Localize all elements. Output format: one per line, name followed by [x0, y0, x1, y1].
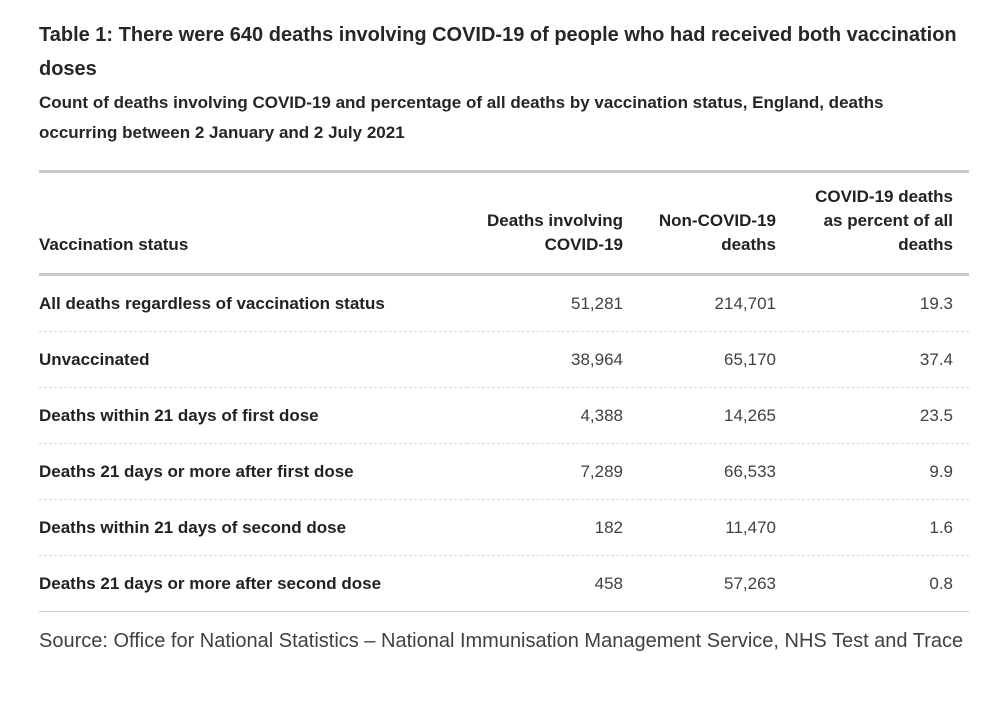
percent-value: 0.8	[792, 555, 969, 612]
row-label: Unvaccinated	[39, 331, 467, 388]
row-label: Deaths 21 days or more after second dose	[39, 555, 467, 612]
non-covid-deaths-value: 11,470	[639, 499, 792, 556]
covid-deaths-value: 4,388	[467, 387, 639, 444]
column-header-non-covid-deaths: Non-COVID-19 deaths	[639, 171, 792, 276]
column-header-covid-percent-of-all-deaths: COVID-19 deaths as percent of all deaths	[792, 171, 969, 276]
source-note: Source: Office for National Statistics –…	[39, 630, 964, 652]
table-body: All deaths regardless of vaccination sta…	[39, 274, 969, 612]
covid-deaths-value: 38,964	[467, 331, 639, 388]
row-label: Deaths within 21 days of first dose	[39, 387, 467, 444]
table-row: Deaths within 21 days of first dose 4,38…	[39, 387, 969, 444]
covid-deaths-value: 51,281	[467, 274, 639, 332]
non-covid-deaths-value: 66,533	[639, 443, 792, 500]
covid-deaths-value: 458	[467, 555, 639, 612]
vaccination-status-deaths-table: Vaccination status Deaths involving COVI…	[39, 170, 969, 612]
table-row: All deaths regardless of vaccination sta…	[39, 274, 969, 332]
row-label: Deaths within 21 days of second dose	[39, 499, 467, 556]
table-row: Deaths 21 days or more after second dose…	[39, 555, 969, 612]
row-label: Deaths 21 days or more after first dose	[39, 443, 467, 500]
article-table-section: Table 1: There were 640 deaths involving…	[39, 24, 969, 652]
percent-value: 37.4	[792, 331, 969, 388]
non-covid-deaths-value: 214,701	[639, 274, 792, 332]
table-title: Table 1: There were 640 deaths involving…	[39, 24, 957, 80]
percent-value: 23.5	[792, 387, 969, 444]
table-subtitle: Count of deaths involving COVID-19 and p…	[39, 93, 884, 142]
percent-value: 9.9	[792, 443, 969, 500]
table-header: Vaccination status Deaths involving COVI…	[39, 171, 969, 276]
percent-value: 1.6	[792, 499, 969, 556]
table-header-row: Vaccination status Deaths involving COVI…	[39, 171, 969, 276]
table-row: Deaths 21 days or more after first dose …	[39, 443, 969, 500]
column-header-deaths-involving-covid: Deaths involving COVID-19	[467, 171, 639, 276]
percent-value: 19.3	[792, 274, 969, 332]
row-label: All deaths regardless of vaccination sta…	[39, 274, 467, 332]
non-covid-deaths-value: 57,263	[639, 555, 792, 612]
non-covid-deaths-value: 65,170	[639, 331, 792, 388]
column-header-vaccination-status: Vaccination status	[39, 171, 467, 276]
covid-deaths-value: 7,289	[467, 443, 639, 500]
covid-deaths-value: 182	[467, 499, 639, 556]
table-row: Deaths within 21 days of second dose 182…	[39, 499, 969, 556]
table-row: Unvaccinated 38,964 65,170 37.4	[39, 331, 969, 388]
non-covid-deaths-value: 14,265	[639, 387, 792, 444]
